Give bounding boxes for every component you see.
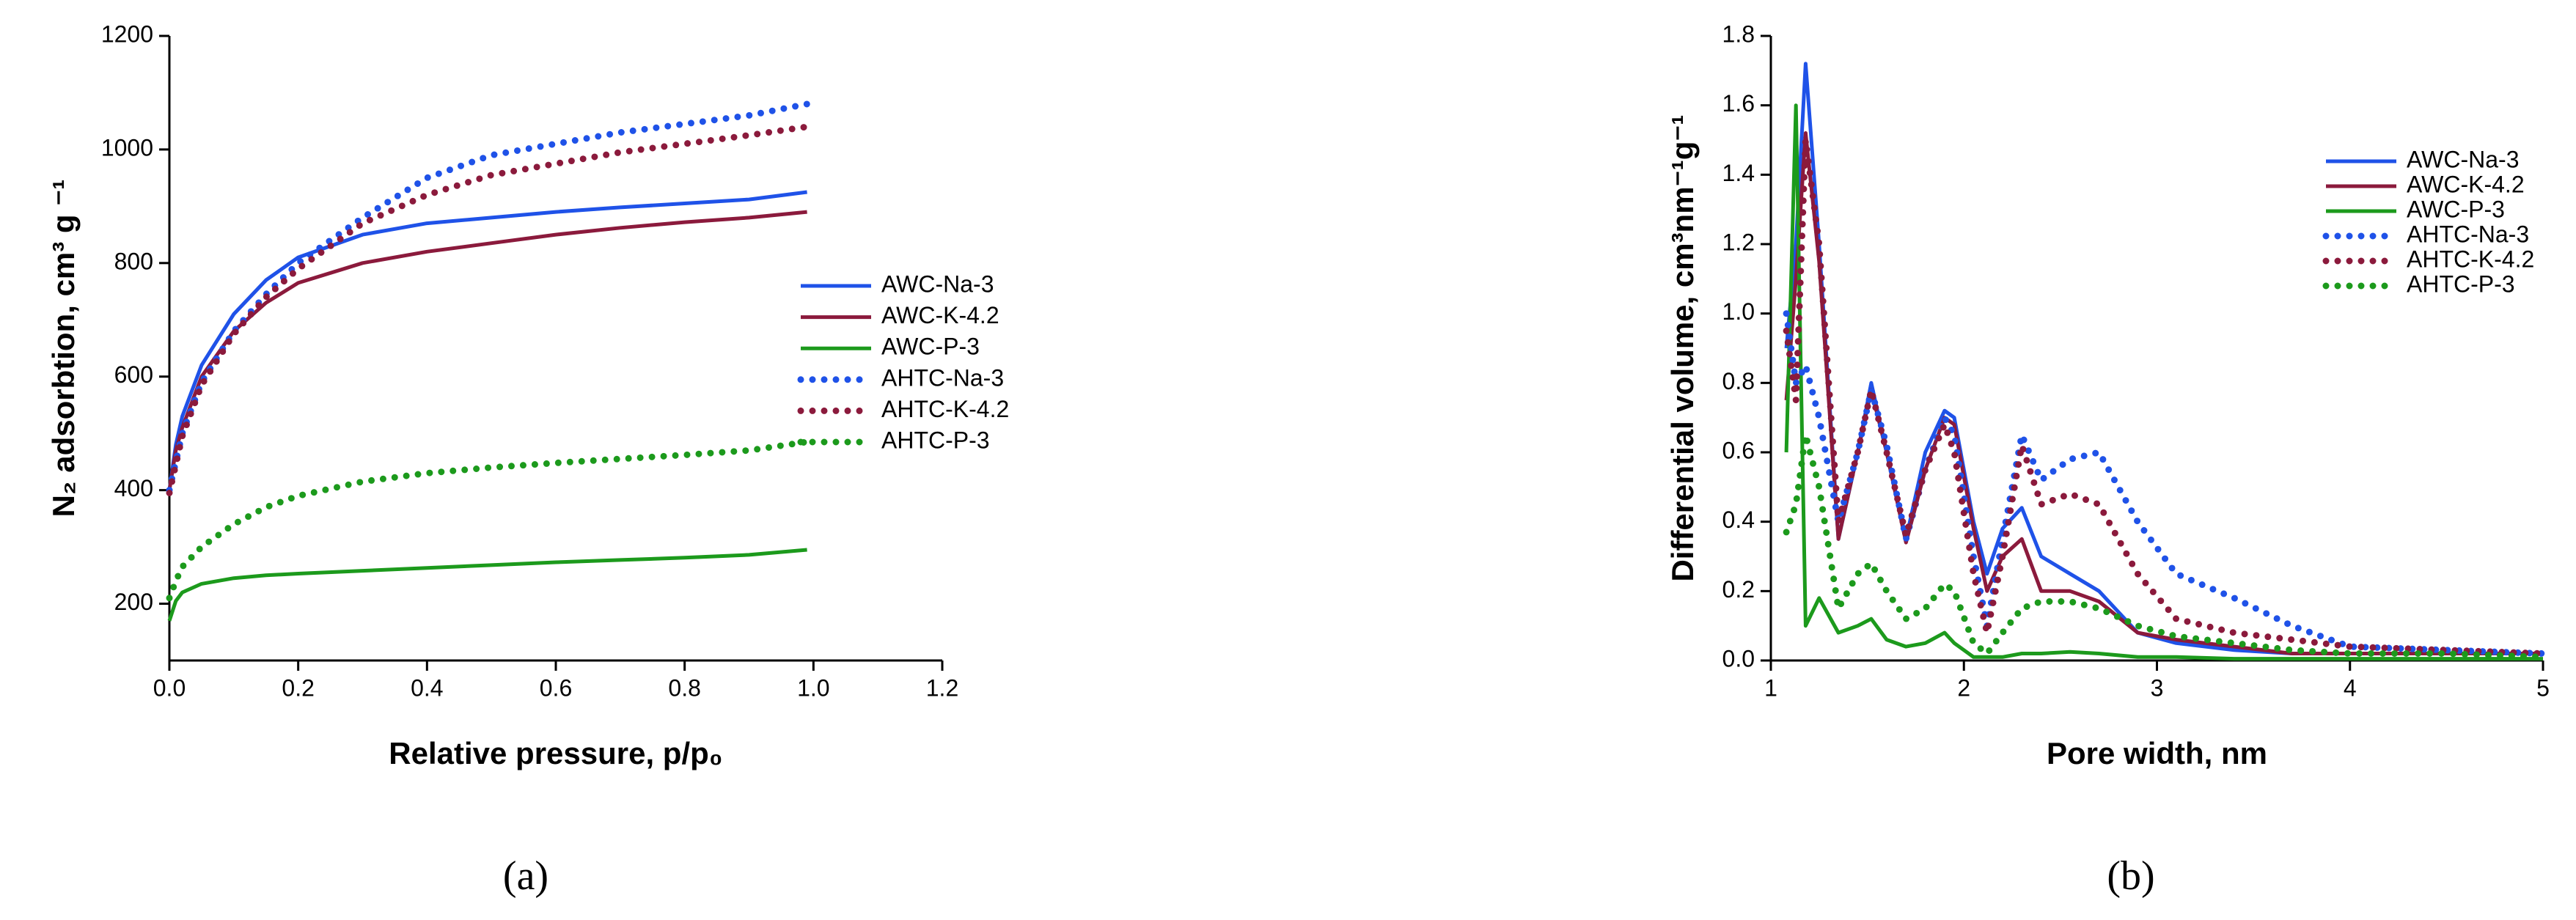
- legend-label: AWC-Na-3: [2407, 146, 2519, 172]
- x-tick-label: 2: [1957, 674, 1970, 701]
- caption: (a): [503, 853, 548, 899]
- legend-label: AHTC-K-4.2: [881, 396, 1009, 422]
- caption: (b): [2107, 853, 2154, 899]
- x-tick-label: 1.2: [926, 674, 958, 701]
- series-line: [1783, 431, 2547, 660]
- y-tick-label: 0.6: [1722, 437, 1755, 463]
- series-line: [167, 210, 807, 491]
- y-tick-label: 0.4: [1722, 507, 1755, 533]
- y-tick-label: 0.0: [1722, 645, 1755, 671]
- legend-label: AHTC-P-3: [881, 427, 990, 453]
- y-tick-label: 600: [114, 361, 153, 388]
- x-axis-label: Relative pressure, p/p₀: [389, 736, 722, 770]
- x-tick-label: 0.6: [540, 674, 572, 701]
- legend-label: AWC-K-4.2: [2407, 171, 2525, 197]
- y-tick-label: 1000: [101, 134, 153, 161]
- x-tick-label: 1: [1764, 674, 1777, 701]
- x-tick-label: 0.0: [153, 674, 186, 701]
- legend-label: AWC-Na-3: [881, 271, 994, 297]
- series-line: [167, 190, 807, 490]
- series-line: [1784, 103, 2543, 661]
- x-tick-label: 5: [2536, 674, 2550, 701]
- y-tick-label: 1.8: [1722, 21, 1755, 47]
- x-axis-label: Pore width, nm: [2047, 736, 2267, 770]
- x-tick-label: 4: [2344, 674, 2357, 701]
- y-axis-label: Differential volume, cm³nm⁻¹g⁻¹: [1665, 114, 1700, 581]
- series-line: [166, 123, 811, 496]
- y-tick-label: 0.8: [1722, 368, 1755, 394]
- series-line: [1783, 136, 2547, 657]
- series-line: [166, 438, 811, 602]
- legend-label: AWC-K-4.2: [881, 302, 999, 328]
- legend-label: AHTC-P-3: [2407, 271, 2515, 297]
- y-tick-label: 800: [114, 248, 153, 274]
- series-line: [1783, 310, 2547, 657]
- series-line: [167, 548, 807, 622]
- y-tick-label: 1.0: [1722, 298, 1755, 325]
- y-tick-label: 1.2: [1722, 229, 1755, 255]
- legend-label: AHTC-Na-3: [2407, 221, 2529, 247]
- y-tick-label: 200: [114, 589, 153, 615]
- y-tick-label: 400: [114, 475, 153, 501]
- x-tick-label: 3: [2151, 674, 2164, 701]
- x-tick-label: 0.4: [411, 674, 443, 701]
- y-tick-label: 1200: [101, 21, 153, 47]
- x-tick-label: 0.2: [282, 674, 314, 701]
- legend-label: AWC-P-3: [881, 334, 980, 360]
- legend-label: AWC-P-3: [2407, 196, 2505, 222]
- legend-label: AHTC-K-4.2: [2407, 246, 2534, 272]
- y-tick-label: 1.4: [1722, 160, 1755, 186]
- y-tick-label: 0.2: [1722, 576, 1755, 603]
- series-line: [1784, 131, 2543, 655]
- y-axis-label: N₂ adsorbtion, cm³ g ⁻¹: [46, 180, 81, 518]
- x-tick-label: 0.8: [668, 674, 700, 701]
- y-tick-label: 1.6: [1722, 90, 1755, 117]
- legend-label: AHTC-Na-3: [881, 364, 1004, 391]
- x-tick-label: 1.0: [797, 674, 829, 701]
